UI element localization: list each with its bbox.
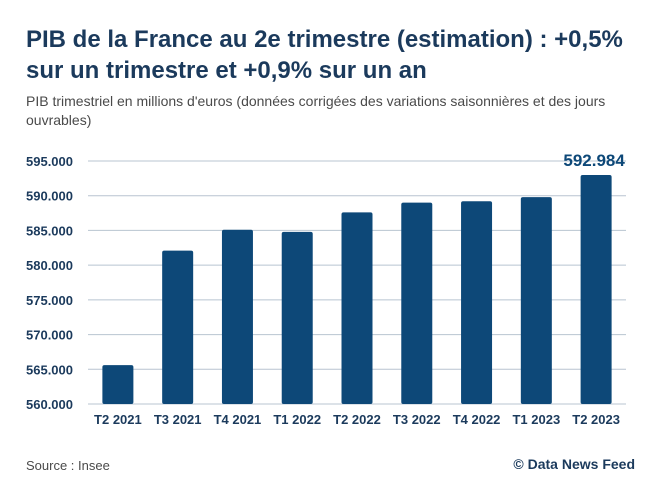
x-tick-label: T1 2023 [512, 412, 560, 427]
y-tick-label: 570.000 [26, 328, 73, 343]
bar [281, 231, 313, 404]
x-tick-label: T3 2021 [154, 412, 202, 427]
x-tick-label: T4 2022 [453, 412, 501, 427]
y-tick-label: 585.000 [26, 223, 73, 238]
y-tick-label: 580.000 [26, 258, 73, 273]
y-tick-label: 590.000 [26, 189, 73, 204]
y-tick-label: 575.000 [26, 293, 73, 308]
source-note: Source : Insee [26, 458, 110, 473]
x-tick-label: T2 2022 [333, 412, 381, 427]
data-label: 592.984 [563, 151, 625, 170]
x-tick-label: T2 2023 [572, 412, 620, 427]
chart-title: PIB de la France au 2e trimestre (estima… [26, 26, 623, 84]
label-clip-mask [540, 146, 630, 153]
x-tick-label: T3 2022 [393, 412, 441, 427]
bar [580, 174, 612, 404]
y-tick-label: 565.000 [26, 362, 73, 377]
x-tick-label: T2 2021 [94, 412, 142, 427]
bar [221, 229, 253, 404]
y-tick-label: 595.000 [26, 154, 73, 169]
credit-logo: © Data News Feed [513, 456, 635, 472]
bar [520, 197, 552, 404]
bar [341, 212, 373, 404]
bar [461, 201, 493, 404]
chart-subtitle: PIB trimestriel en millions d'euros (don… [26, 93, 606, 128]
bar [162, 250, 194, 404]
x-tick-label: T1 2022 [273, 412, 321, 427]
bar [401, 202, 433, 404]
x-tick-label: T4 2021 [214, 412, 262, 427]
bar [102, 365, 134, 404]
y-tick-label: 560.000 [26, 397, 73, 412]
